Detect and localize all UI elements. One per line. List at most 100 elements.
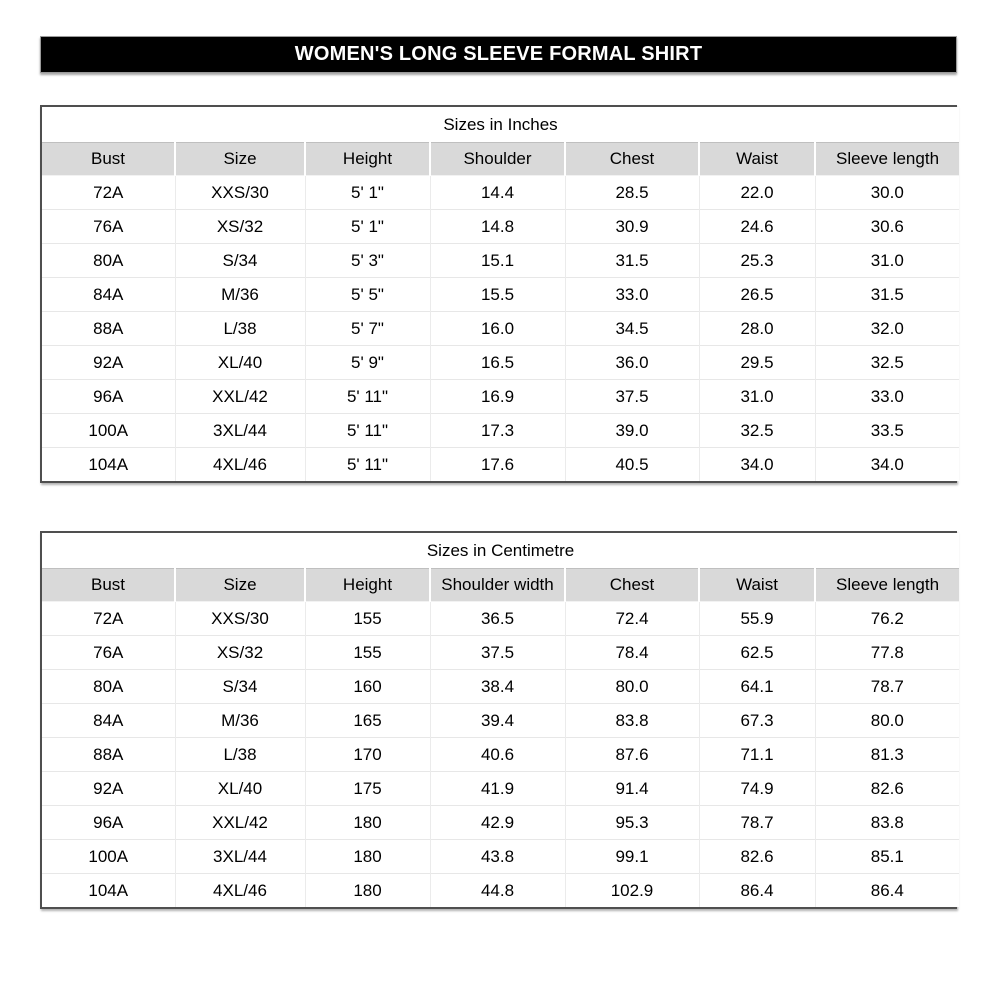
table-cell: 76.2 (814, 601, 960, 636)
table-cell: 100A (42, 413, 175, 448)
table-cell: 175 (304, 771, 430, 806)
table-cell: 33.5 (814, 413, 960, 448)
table-cell: 92A (42, 771, 175, 806)
table-cell: 3XL/44 (174, 413, 305, 448)
table-cell: 78.4 (564, 635, 699, 670)
table-cell: L/38 (174, 737, 305, 772)
column-header: Bust (42, 142, 175, 176)
table-cell: 5' 1" (304, 175, 430, 210)
table-cell: 82.6 (814, 771, 960, 806)
column-header: Height (304, 142, 430, 176)
table-cell: 42.9 (429, 805, 565, 840)
table-cell: S/34 (174, 669, 305, 704)
table-cell: 88A (42, 311, 175, 346)
table-cell: 87.6 (564, 737, 699, 772)
table-cell: 5' 11" (304, 447, 430, 481)
table-cell: S/34 (174, 243, 305, 278)
table-cell: 39.4 (429, 703, 565, 738)
table-cell: 160 (304, 669, 430, 704)
table-title-row: Sizes in Centimetre (42, 533, 960, 569)
table-row: 72A XXS/30 155 36.5 72.4 55.9 76.2 (42, 601, 960, 636)
table-cell: XXS/30 (174, 601, 305, 636)
table-cell: 31.5 (564, 243, 699, 278)
table-cell: L/38 (174, 311, 305, 346)
table-cell: 180 (304, 805, 430, 840)
table-row: 76A XS/32 155 37.5 78.4 62.5 77.8 (42, 635, 960, 670)
table-cell: 91.4 (564, 771, 699, 806)
table-cell: 84A (42, 703, 175, 738)
table-cell: XXS/30 (174, 175, 305, 210)
table-cell: 16.9 (429, 379, 565, 414)
table-cell: 31.0 (814, 243, 960, 278)
table-cell: 31.0 (698, 379, 815, 414)
column-header: Sleeve length (813, 568, 960, 602)
table-cell: 64.1 (698, 669, 815, 704)
table-cell: 34.0 (814, 447, 960, 481)
table-cell: 15.5 (429, 277, 565, 312)
table-cell: 16.5 (429, 345, 565, 380)
table-cell: 72A (42, 601, 175, 636)
table-cell: 5' 7" (304, 311, 430, 346)
table-cell: 31.5 (814, 277, 960, 312)
table-cell: 34.5 (564, 311, 699, 346)
table-cell: 39.0 (564, 413, 699, 448)
table-cell: 83.8 (564, 703, 699, 738)
table-cell: M/36 (174, 277, 305, 312)
table-row: 92A XL/40 5' 9" 16.5 36.0 29.5 32.5 (42, 345, 960, 380)
size-table-inches: Sizes in Inches Bust Size Height Shoulder Ch… (42, 107, 960, 481)
table-cell: 92A (42, 345, 175, 380)
table-cell: 104A (42, 873, 175, 907)
table-cell: 100A (42, 839, 175, 874)
table-cell: 88A (42, 737, 175, 772)
table-title-row: Sizes in Inches (42, 107, 960, 143)
table-cell: 71.1 (698, 737, 815, 772)
table-cell: 25.3 (698, 243, 815, 278)
table-cell: 36.5 (429, 601, 565, 636)
table-row: 72A XXS/30 5' 1" 14.4 28.5 22.0 30.0 (42, 175, 960, 210)
size-table-centimetre: Sizes in Centimetre Bust Size Height Should… (42, 533, 960, 907)
table-cell: 83.8 (814, 805, 960, 840)
table-cell: 14.8 (429, 209, 565, 244)
table-cell: 5' 5" (304, 277, 430, 312)
table-cell: 86.4 (698, 873, 815, 907)
table-cell: 38.4 (429, 669, 565, 704)
table-cell: 24.6 (698, 209, 815, 244)
column-header: Bust (42, 568, 175, 602)
column-header: Chest (564, 568, 699, 602)
table-cell: XS/32 (174, 635, 305, 670)
table-cell: 36.0 (564, 345, 699, 380)
table-cell: 180 (304, 873, 430, 907)
table-cell: 37.5 (429, 635, 565, 670)
table-cell: 76A (42, 635, 175, 670)
table-cell: 14.4 (429, 175, 565, 210)
table-cell: 5' 1" (304, 209, 430, 244)
table-cell: 29.5 (698, 345, 815, 380)
table-cell: 76A (42, 209, 175, 244)
table-cell: 5' 11" (304, 413, 430, 448)
table-cell: 40.6 (429, 737, 565, 772)
table-row: 80A S/34 5' 3" 15.1 31.5 25.3 31.0 (42, 243, 960, 278)
table-cell: 5' 3" (304, 243, 430, 278)
table-header-row: Bust Size Height Shoulder width Chest Waist Sl… (42, 568, 960, 602)
table-cell: 32.5 (814, 345, 960, 380)
table-cell: 17.3 (429, 413, 565, 448)
table-cell: 85.1 (814, 839, 960, 874)
table-cell: 170 (304, 737, 430, 772)
page-title: WOMEN'S LONG SLEEVE FORMAL SHIRT (294, 43, 703, 65)
table-cell: 84A (42, 277, 175, 312)
table-row: 84A M/36 5' 5" 15.5 33.0 26.5 31.5 (42, 277, 960, 312)
table-row: 92A XL/40 175 41.9 91.4 74.9 82.6 (42, 771, 960, 806)
table-row: 104A 4XL/46 5' 11" 17.6 40.5 34.0 34.0 (42, 447, 960, 481)
table-cell: 102.9 (564, 873, 699, 907)
table-cell: 180 (304, 839, 430, 874)
table-row: 100A 3XL/44 5' 11" 17.3 39.0 32.5 33.5 (42, 413, 960, 448)
table-row: 88A L/38 170 40.6 87.6 71.1 81.3 (42, 737, 960, 772)
table-cell: 32.0 (814, 311, 960, 346)
table-title: Sizes in Inches (42, 107, 960, 143)
table-cell: 80A (42, 669, 175, 704)
table-cell: 82.6 (698, 839, 815, 874)
table-row: 96A XXL/42 5' 11" 16.9 37.5 31.0 33.0 (42, 379, 960, 414)
table-cell: XL/40 (174, 771, 305, 806)
table-cell: 72.4 (564, 601, 699, 636)
table-cell: 22.0 (698, 175, 815, 210)
